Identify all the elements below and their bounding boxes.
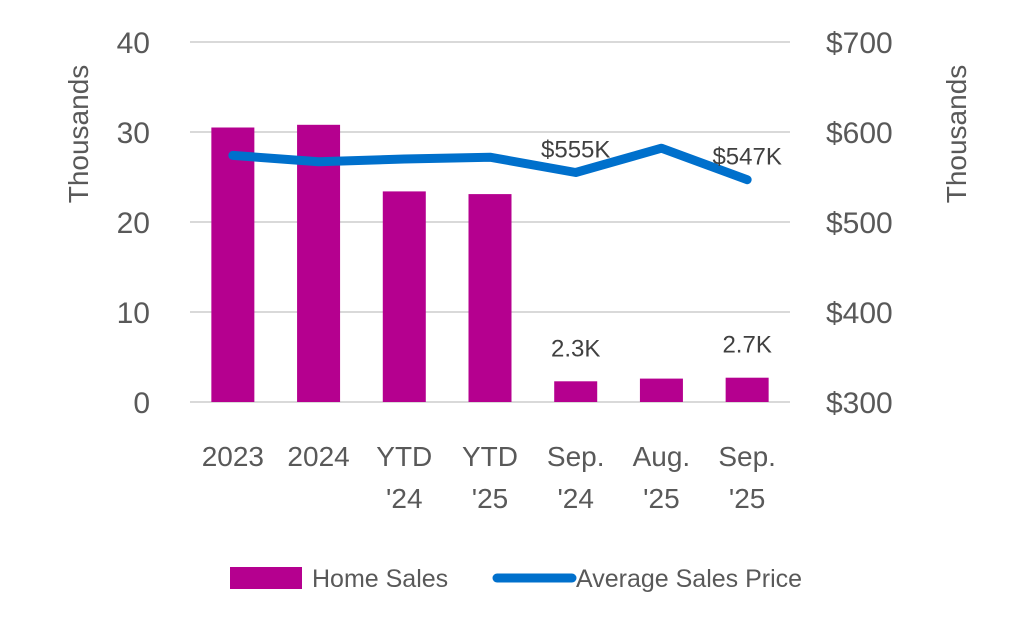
- left-tick-label: 10: [117, 297, 150, 330]
- line-data-label: $555K: [541, 137, 610, 164]
- bar-home-sales: [640, 379, 683, 402]
- bar-home-sales: [297, 125, 340, 402]
- category-label: '25: [729, 483, 766, 514]
- left-tick-label: 0: [133, 387, 150, 420]
- category-label: 2024: [287, 441, 349, 472]
- right-axis-title: Thousands: [941, 65, 972, 204]
- bar-data-label: 2.7K: [722, 332, 771, 359]
- category-label: Aug.: [633, 441, 691, 472]
- category-label: '24: [386, 483, 423, 514]
- bar-home-sales: [554, 381, 597, 402]
- right-axis-ticks: $300 $400 $500 $600 $700: [826, 27, 893, 420]
- category-label: '24: [557, 483, 594, 514]
- right-tick-label: $400: [826, 297, 893, 330]
- left-tick-label: 20: [117, 207, 150, 240]
- category-label: 2023: [202, 441, 264, 472]
- category-label: YTD: [376, 441, 432, 472]
- bar-home-sales: [211, 128, 254, 403]
- left-axis-ticks: 0 10 20 30 40: [117, 27, 150, 420]
- category-label: '25: [643, 483, 680, 514]
- legend-label-home-sales: Home Sales: [312, 565, 448, 593]
- home-sales-bars: [211, 125, 768, 402]
- right-tick-label: $600: [826, 117, 893, 150]
- left-axis-title: Thousands: [63, 65, 94, 204]
- bar-data-label: 2.3K: [551, 335, 600, 362]
- left-tick-label: 30: [117, 117, 150, 150]
- category-label: YTD: [462, 441, 518, 472]
- legend: Home Sales Average Sales Price: [230, 565, 802, 593]
- bar-home-sales: [383, 191, 426, 402]
- category-label: Sep.: [718, 441, 776, 472]
- category-label: Sep.: [547, 441, 605, 472]
- bar-home-sales: [726, 378, 769, 402]
- line-data-label: $547K: [712, 144, 781, 171]
- category-label: '25: [472, 483, 509, 514]
- legend-label-average-sales-price: Average Sales Price: [576, 565, 802, 593]
- legend-swatch-home-sales: [230, 567, 302, 589]
- bar-home-sales: [469, 194, 512, 402]
- category-labels: 2023 2024 YTD '24 YTD '25 Sep. '24 Aug. '25 Sep. '2…: [202, 441, 776, 514]
- right-tick-label: $700: [826, 27, 893, 60]
- right-tick-label: $500: [826, 207, 893, 240]
- right-tick-label: $300: [826, 387, 893, 420]
- left-tick-label: 40: [117, 27, 150, 60]
